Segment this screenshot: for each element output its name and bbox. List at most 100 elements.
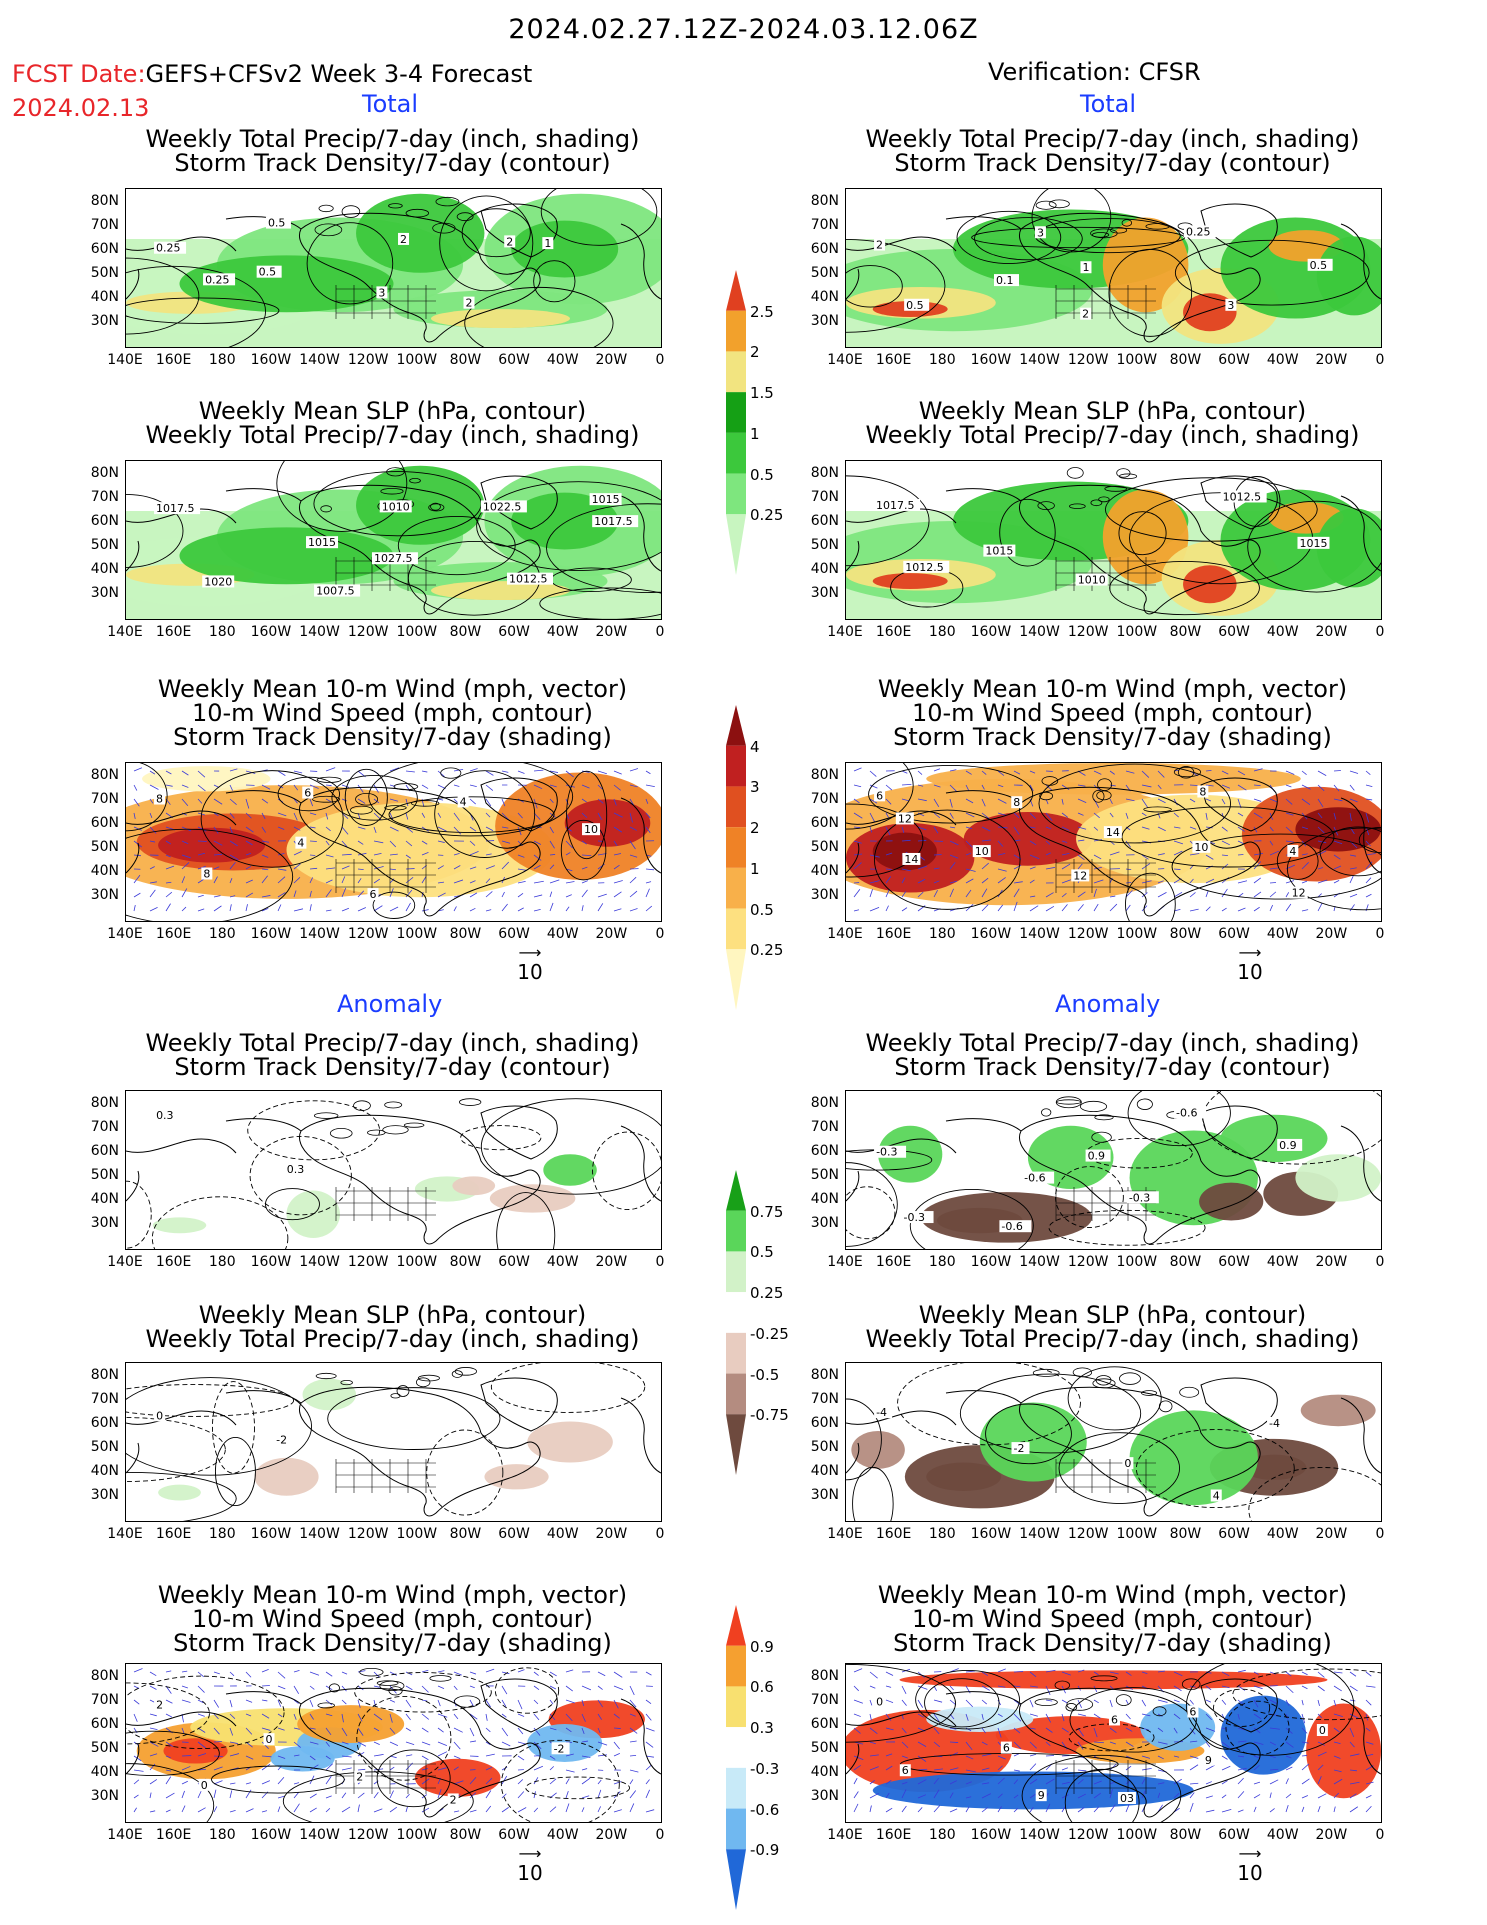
contour-label: 1017.5 — [876, 499, 915, 512]
lon-label: 160E — [875, 624, 912, 640]
section-anomaly-forecast: Anomaly — [337, 990, 443, 1018]
lon-label: 100W — [1116, 1254, 1158, 1270]
lat-label: 50N — [90, 839, 119, 855]
map-panel-ps-forecast: 0.25 0.5 3 2 1 0.25 0.5 2 2 — [125, 188, 662, 348]
lat-label: 60N — [810, 1143, 839, 1159]
contour-label: 0.3 — [287, 1163, 305, 1176]
lon-label: 40W — [1266, 1827, 1299, 1843]
lon-label: 40W — [546, 1526, 579, 1542]
lat-label: 50N — [90, 537, 119, 553]
contour-label: 0 — [156, 1409, 163, 1422]
lon-label: 60W — [1218, 1254, 1250, 1270]
contour-label: -0.6 — [1176, 1106, 1197, 1119]
lat-label: 70N — [90, 1692, 119, 1708]
contour-label: 8 — [1199, 785, 1206, 798]
contour-label: 1027.5 — [374, 552, 413, 565]
contour-label: 1010 — [1078, 574, 1106, 587]
vector-reference: ⟶ 10 — [500, 1846, 560, 1886]
lat-label: 70N — [90, 1119, 119, 1135]
lon-label: 40W — [546, 1827, 579, 1843]
colorbar-label: 2 — [750, 819, 760, 838]
lat-label: 70N — [810, 1119, 839, 1135]
contour-label: 6 — [902, 1764, 909, 1777]
contour-label: 1015 — [308, 536, 336, 549]
lat-label: 60N — [810, 1415, 839, 1431]
lat-label: 40N — [90, 1463, 119, 1479]
lon-label: 180 — [928, 1526, 956, 1542]
lon-label: 0 — [655, 352, 665, 368]
lat-label: 30N — [90, 1215, 119, 1231]
lat-label: 40N — [90, 863, 119, 879]
lon-label: 100W — [1116, 1827, 1158, 1843]
lon-label: 60W — [1218, 1827, 1250, 1843]
lat-label: 80N — [810, 465, 839, 481]
colorbar-label: 0.6 — [750, 1678, 774, 1697]
lon-label: 120W — [347, 624, 389, 640]
lat-label: 70N — [90, 1391, 119, 1407]
section-total-verification: Total — [1080, 90, 1137, 118]
contour-label: 0.9 — [1279, 1139, 1297, 1152]
colorbar-label: 0.25 — [750, 1284, 784, 1303]
lat-label: 80N — [810, 193, 839, 209]
lon-label: 140W — [299, 1526, 340, 1542]
panel-title: Storm Track Density/7-day (contour) — [894, 149, 1331, 177]
contour-label: 0.25 — [1186, 225, 1211, 238]
lon-label: 120W — [1067, 1526, 1109, 1542]
lon-label: 20W — [1315, 926, 1348, 942]
map-panel-slp-forecast: 1017.5 1015 1027.5 1022.5 1017.5 1020 1007.5 10… — [125, 460, 662, 620]
colorbar-label: 0.25 — [750, 941, 784, 960]
lon-label: 40W — [1266, 352, 1299, 368]
contour-label: 1012.5 — [509, 573, 548, 586]
panel-title: 10-m Wind Speed (mph, contour) — [911, 1605, 1314, 1633]
lon-label: 160E — [155, 926, 192, 942]
lat-label: 70N — [90, 489, 119, 505]
colorbar-label: 2 — [750, 343, 760, 362]
lat-label: 60N — [810, 815, 839, 831]
lon-label: 140E — [827, 1254, 863, 1270]
lon-label: 20W — [595, 926, 628, 942]
lon-label: 80W — [1169, 1254, 1202, 1270]
lat-label: 40N — [90, 289, 119, 305]
lat-label: 60N — [90, 513, 119, 529]
lon-label: 120W — [347, 1254, 389, 1270]
lat-label: 80N — [90, 465, 119, 481]
lat-label: 50N — [810, 537, 839, 553]
lon-label: 40W — [1266, 1526, 1299, 1542]
contour-label: 03 — [1120, 1792, 1134, 1805]
contour-label: 14 — [904, 853, 918, 866]
lat-label: 50N — [810, 839, 839, 855]
contour-label: 0.25 — [205, 273, 230, 286]
lon-label: 180 — [928, 926, 956, 942]
lat-label: 70N — [90, 791, 119, 807]
lon-label: 40W — [546, 352, 579, 368]
colorbar-label: 0.5 — [750, 1243, 774, 1262]
lon-label: 60W — [498, 1526, 530, 1542]
lat-label: 80N — [810, 1095, 839, 1111]
lat-label: 70N — [810, 1391, 839, 1407]
lon-label: 0 — [1375, 1526, 1385, 1542]
lat-label: 80N — [90, 1668, 119, 1684]
lat-label: 80N — [810, 1367, 839, 1383]
contour-label: 2 — [450, 1793, 457, 1806]
lon-label: 20W — [595, 1526, 628, 1542]
lon-label: 120W — [1067, 1827, 1109, 1843]
lon-label: 120W — [1067, 1254, 1109, 1270]
lat-label: 50N — [90, 1439, 119, 1455]
contour-label: 10 — [584, 823, 598, 836]
lon-label: 20W — [595, 1827, 628, 1843]
lon-label: 60W — [498, 926, 530, 942]
map-panel-slpA-verification: -4 -2 0 4 -4 — [845, 1362, 1382, 1522]
lon-label: 100W — [396, 352, 438, 368]
lon-label: 20W — [595, 624, 628, 640]
contour-label: 6 — [370, 888, 377, 901]
lon-label: 160W — [250, 624, 292, 640]
contour-label: 10 — [975, 845, 989, 858]
lat-label: 50N — [90, 265, 119, 281]
lon-label: 140W — [1019, 1827, 1060, 1843]
contour-label: -2 — [1013, 1442, 1024, 1455]
vector-reference: ⟶ 10 — [500, 945, 560, 985]
lat-label: 60N — [810, 241, 839, 257]
contour-label: 0.5 — [259, 266, 277, 279]
contour-label: -4 — [876, 1406, 887, 1419]
lon-label: 80W — [449, 1254, 482, 1270]
